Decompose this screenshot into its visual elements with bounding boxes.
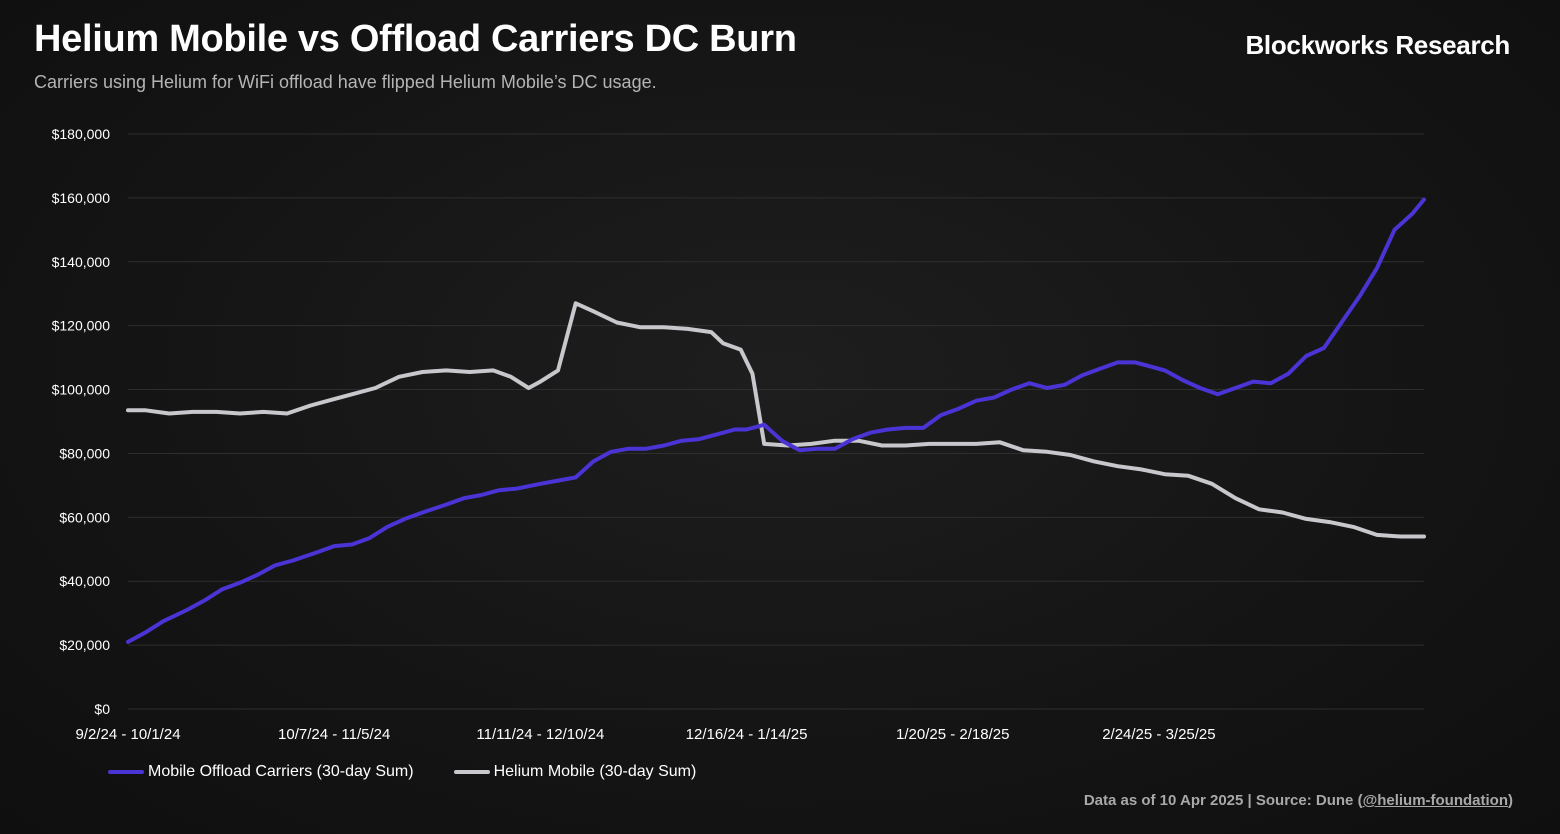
y-axis-tick-labels: $0 $20,000 $40,000 $60,000 $80,000 $100,000 $1… (52, 126, 111, 717)
legend-swatch-helium (453, 770, 490, 774)
y-tick-label: $40,000 (59, 573, 110, 589)
x-tick-label: 10/7/24 - 11/5/24 (278, 726, 390, 743)
x-tick-label: 12/16/24 - 1/14/25 (686, 726, 808, 743)
x-tick-label: 2/24/25 - 3/25/25 (1102, 726, 1215, 743)
legend-label-helium: Helium Mobile (30-day Sum) (493, 763, 697, 780)
series-line-offload[interactable] (126, 197, 1426, 644)
source-footnote: Data as of 10 Apr 2025 | Source: Dune (@… (1084, 792, 1513, 809)
legend-swatch-offload (108, 770, 144, 774)
legend-item-helium[interactable]: Helium Mobile (30-day Sum) (453, 763, 697, 781)
legend-label-offload: Mobile Offload Carriers (30-day Sum) (148, 763, 414, 780)
footnote-suffix: ) (1508, 792, 1513, 809)
x-tick-label: 1/20/25 - 2/18/25 (896, 726, 1009, 743)
legend: Mobile Offload Carriers (30-day Sum) Hel… (108, 763, 696, 781)
y-tick-label: $160,000 (52, 190, 111, 206)
brand-logo-text: Blockworks Research (1245, 30, 1510, 60)
x-axis-tick-labels: 9/2/24 - 10/1/24 10/7/24 - 11/5/24 11/11/2… (75, 726, 1215, 743)
chart-subtitle: Carriers using Helium for WiFi offload h… (34, 72, 657, 92)
y-tick-label: $180,000 (52, 126, 111, 142)
y-tick-label: $20,000 (59, 637, 110, 653)
source-link[interactable]: @helium-foundation (1362, 792, 1508, 809)
x-tick-label: 9/2/24 - 10/1/24 (75, 726, 180, 743)
y-tick-label: $120,000 (52, 318, 111, 334)
footnote-prefix: Data as of 10 Apr 2025 | Source: Dune ( (1083, 792, 1363, 809)
series-lines (126, 197, 1426, 644)
chart-title: Helium Mobile vs Offload Carriers DC Bur… (34, 18, 797, 60)
legend-item-offload[interactable]: Mobile Offload Carriers (30-day Sum) (108, 763, 414, 781)
y-tick-label: $0 (94, 701, 110, 717)
x-tick-label: 11/11/24 - 12/10/24 (476, 726, 604, 743)
gridlines (128, 133, 1424, 710)
series-line-helium[interactable] (126, 301, 1426, 539)
y-tick-label: $80,000 (59, 445, 110, 461)
y-tick-label: $140,000 (52, 254, 111, 270)
y-tick-label: $100,000 (52, 382, 111, 398)
y-tick-label: $60,000 (59, 509, 110, 525)
